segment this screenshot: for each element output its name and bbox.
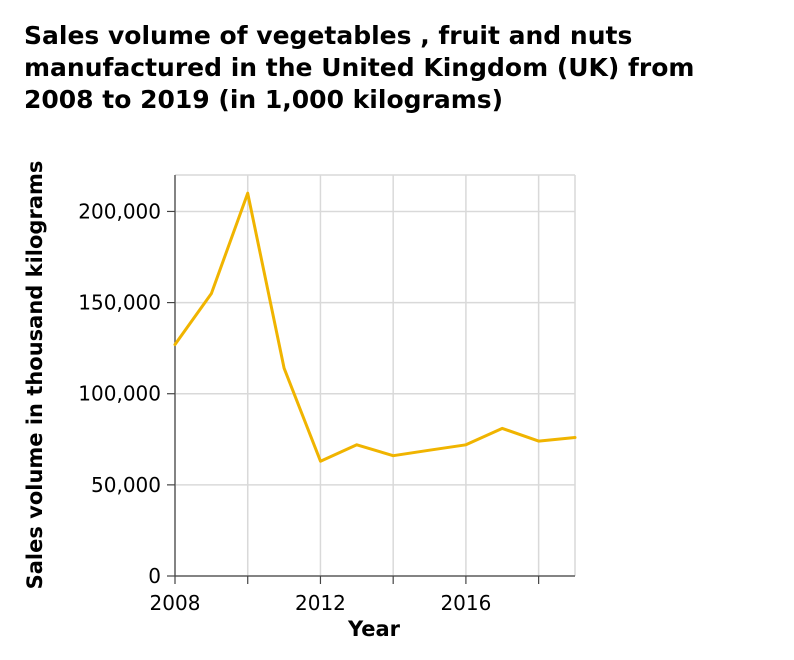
- x-tick-label-2016: 2016: [440, 591, 491, 615]
- y-tick-label-50000: 50,000: [91, 473, 161, 497]
- chart-title-line-3: 2008 to 2019 (in 1,000 kilograms): [24, 85, 503, 114]
- y-tick-labels: 0 50,000 100,000 150,000 200,000: [78, 199, 161, 588]
- x-tick-label-2008: 2008: [150, 591, 201, 615]
- y-tick-label-200000: 200,000: [78, 199, 161, 223]
- chart-title-line-2: manufactured in the United Kingdom (UK) …: [24, 53, 694, 82]
- grid: [174, 174, 576, 577]
- y-axis-label: Sales volume in thousand kilograms: [23, 161, 47, 590]
- y-tick-label-150000: 150,000: [78, 291, 161, 315]
- series: [173, 191, 577, 463]
- series-line: [173, 191, 577, 463]
- chart-title-line-1: Sales volume of vegetables , fruit and n…: [24, 21, 632, 50]
- x-tick-labels: 2008 2012 2016: [150, 591, 492, 615]
- axes: [167, 175, 575, 584]
- x-tick-label-2012: 2012: [295, 591, 346, 615]
- y-tick-label-0: 0: [148, 564, 161, 588]
- x-axis-label: Year: [347, 617, 401, 641]
- chart-title: Sales volume of vegetables , fruit and n…: [24, 21, 694, 114]
- y-tick-label-100000: 100,000: [78, 382, 161, 406]
